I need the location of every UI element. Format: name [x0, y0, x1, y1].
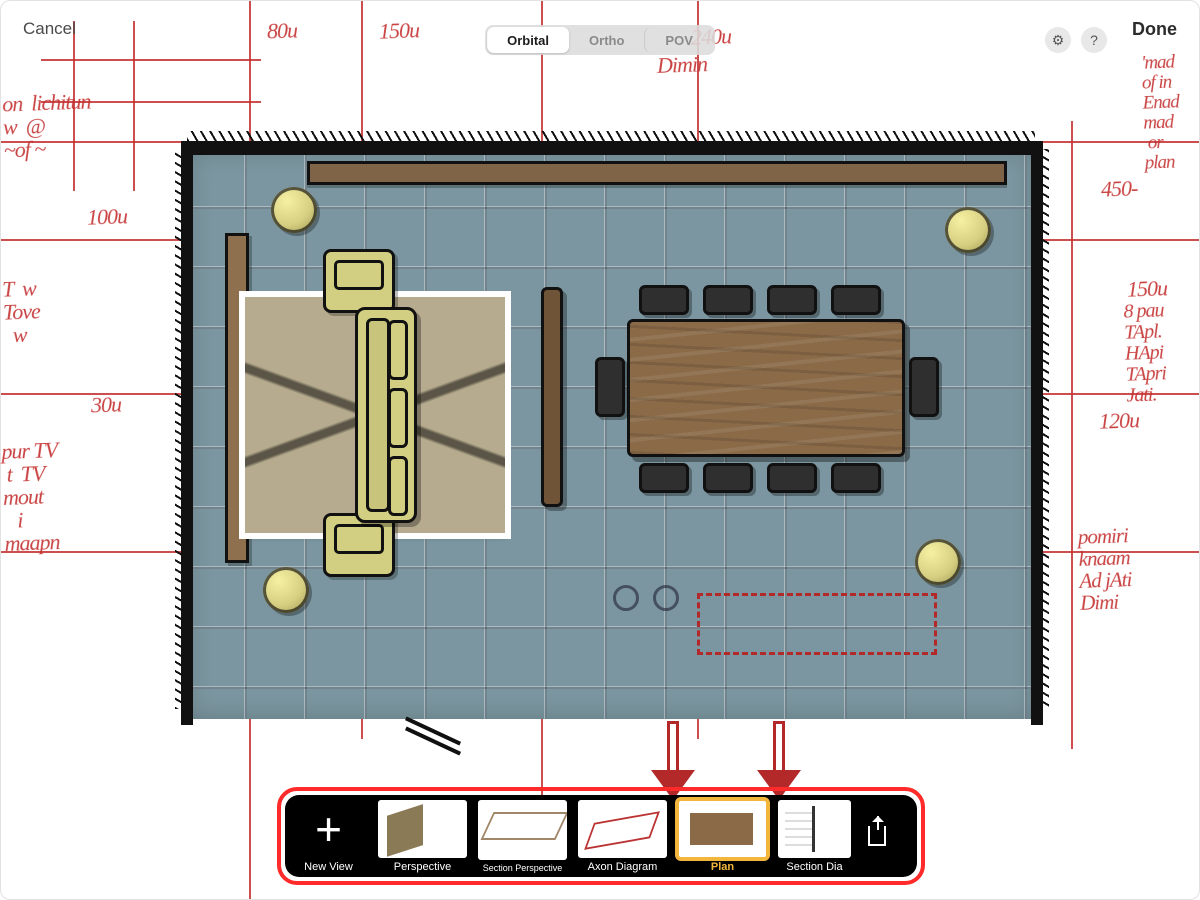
thumb-plan	[678, 800, 767, 858]
dim-label: 100u	[87, 204, 128, 228]
room-divider	[541, 287, 563, 507]
view-tile-plan[interactable]: Plan	[673, 795, 773, 877]
segment-ortho[interactable]: Ortho	[569, 27, 644, 53]
dim-label: 150u	[1127, 276, 1168, 300]
help-icon[interactable]: ?	[1081, 27, 1107, 53]
view-label: Section Dia	[773, 858, 856, 877]
chair	[909, 357, 939, 417]
chair	[831, 285, 881, 315]
view-label: Plan	[673, 858, 772, 877]
view-label: Axon Diagram	[573, 858, 672, 877]
lamp	[263, 567, 309, 613]
top-shelf	[307, 161, 1007, 185]
note-label: on lichitun w @ ~of ~	[2, 89, 93, 161]
share-icon	[868, 826, 886, 846]
chair	[767, 463, 817, 493]
view-tile-perspective[interactable]: Perspective	[373, 795, 473, 877]
lamp	[271, 187, 317, 233]
section-break-mark	[403, 729, 463, 749]
note-label: 8 pau TApl. HApi TApri Jati.	[1123, 300, 1167, 406]
armchair-1	[323, 249, 395, 313]
stools	[613, 585, 679, 611]
note-label: 'mad of in Enad mad or plan	[1141, 52, 1181, 173]
view-tile-section-dia[interactable]: Section Dia	[773, 795, 857, 877]
view-label: Section Perspective	[473, 860, 572, 877]
chair	[639, 285, 689, 315]
segment-orbital[interactable]: Orbital	[487, 27, 569, 53]
note-label: pomiri knaam Ad jAti Dimi	[1077, 524, 1132, 614]
segment-pov[interactable]: POV	[644, 27, 712, 53]
chair	[595, 357, 625, 417]
thumb-section-dia	[778, 800, 851, 858]
note-label: T w Tove w	[2, 276, 41, 347]
chair	[767, 285, 817, 315]
chair	[831, 463, 881, 493]
export-button[interactable]	[857, 795, 897, 877]
done-button[interactable]: Done	[1132, 19, 1177, 40]
lamp	[915, 539, 961, 585]
toolbar-right: ⚙ ?	[1045, 27, 1107, 53]
cancel-button[interactable]: Cancel	[23, 19, 76, 39]
lamp	[945, 207, 991, 253]
view-strip-highlight: + New View Perspective Section Perspecti…	[277, 787, 925, 885]
dim-label: 30u	[91, 392, 122, 416]
view-tile-section-perspective[interactable]: Section Perspective	[473, 795, 573, 877]
thumb-axon	[578, 800, 667, 858]
dining-table	[627, 319, 905, 457]
note-label: pur TV t TV mout i maapn	[1, 438, 61, 555]
new-view-button[interactable]: + New View	[285, 795, 373, 877]
thumb-perspective	[378, 800, 467, 858]
dim-label: 120u	[1099, 408, 1140, 432]
dim-label: 450-	[1101, 176, 1138, 200]
view-label: Perspective	[373, 858, 472, 877]
future-furniture-outline	[697, 593, 937, 655]
sofa	[355, 307, 417, 523]
thumb-section-perspective	[478, 800, 567, 860]
new-view-label: New View	[285, 858, 372, 877]
chair	[639, 463, 689, 493]
view-strip[interactable]: + New View Perspective Section Perspecti…	[285, 795, 917, 877]
sketch-canvas[interactable]: 80u 150u 240u Dimin on lichitun w @ ~of …	[1, 1, 1199, 899]
gear-icon[interactable]: ⚙	[1045, 27, 1071, 53]
view-tile-axon[interactable]: Axon Diagram	[573, 795, 673, 877]
chair	[703, 285, 753, 315]
view-mode-segmented[interactable]: Orbital Ortho POV	[485, 25, 715, 55]
chair	[703, 463, 753, 493]
